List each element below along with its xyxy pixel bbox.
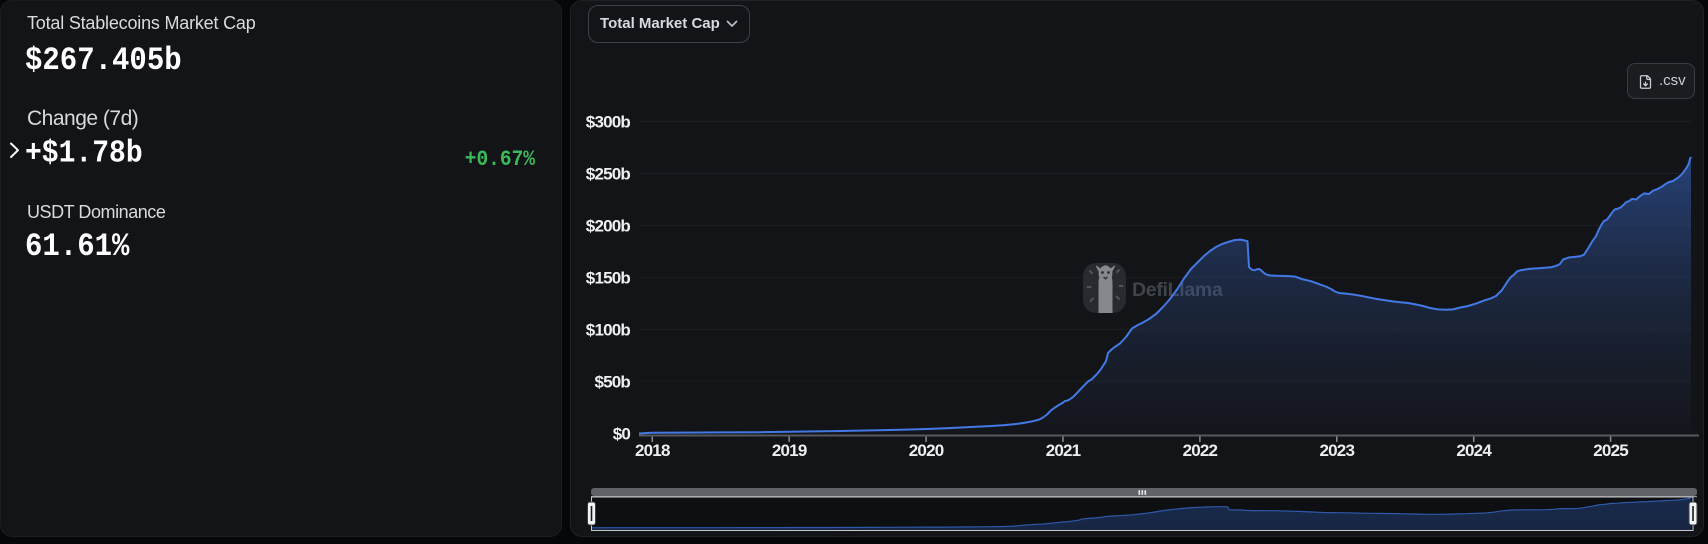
svg-text:$0: $0 [613,425,631,444]
svg-text:2023: 2023 [1319,441,1354,460]
svg-text:2024: 2024 [1456,441,1492,460]
svg-text:2025: 2025 [1593,441,1628,460]
svg-text:$300b: $300b [586,113,631,132]
svg-text:$200b: $200b [586,217,631,236]
svg-text:2021: 2021 [1046,441,1081,460]
svg-text:2018: 2018 [635,441,670,460]
svg-text:$50b: $50b [594,372,630,391]
svg-text:$150b: $150b [586,268,631,287]
svg-text:$250b: $250b [586,165,631,184]
svg-text:2022: 2022 [1183,441,1218,460]
svg-text:$100b: $100b [586,320,631,339]
svg-text:2019: 2019 [772,441,807,460]
svg-text:2020: 2020 [909,441,944,460]
